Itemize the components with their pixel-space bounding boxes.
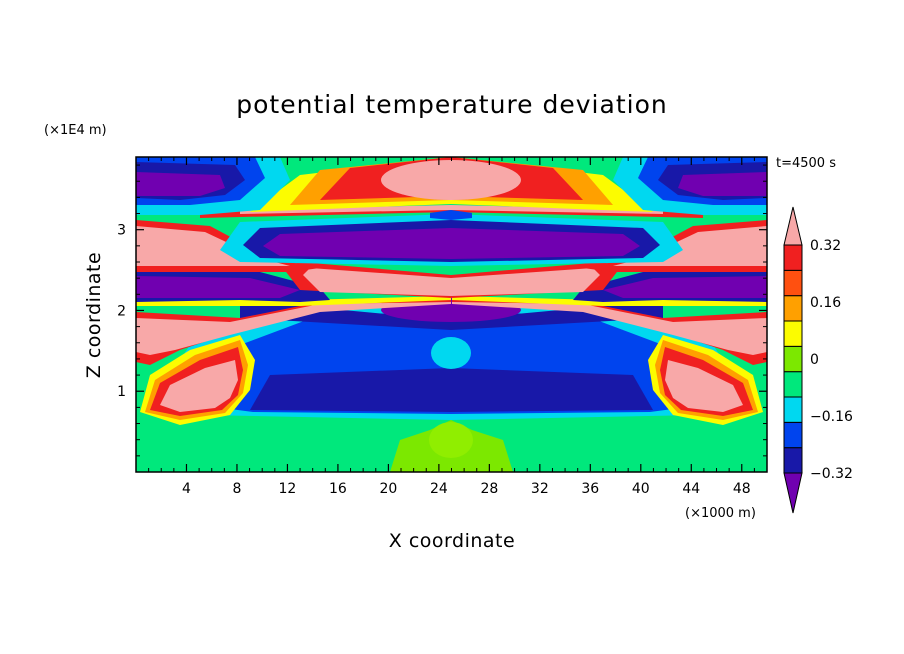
y-axis: 1 2 3 <box>117 164 767 457</box>
chart-title: potential temperature deviation <box>236 90 667 119</box>
y-tick-label: 2 <box>117 303 126 319</box>
colorbar-bottom-triangle <box>783 472 803 514</box>
x-tick-label: 4 <box>182 481 191 497</box>
contour-region-35 <box>263 228 640 259</box>
contour-region-2 <box>429 422 473 458</box>
colorbar-top-triangle <box>783 206 803 246</box>
colorbar-box <box>783 244 803 271</box>
x-tick-label: 40 <box>632 481 650 497</box>
colorbar-box <box>783 421 803 449</box>
colorbar-box <box>783 371 803 398</box>
x-tick-label: 12 <box>279 481 297 497</box>
colorbar: 0.32 0.16 0 −0.16 −0.32 <box>783 206 853 514</box>
x-tick-label: 8 <box>232 481 241 497</box>
contour-region-25 <box>136 276 300 298</box>
x-tick-label: 48 <box>733 481 751 497</box>
contour-region-26 <box>603 276 767 298</box>
colorbar-label: 0 <box>810 352 819 368</box>
x-tick-label: 20 <box>379 481 397 497</box>
contour-region-50 <box>678 172 767 196</box>
y-unit-label: (×1E4 m) <box>44 123 107 138</box>
x-tick-label: 44 <box>682 481 700 497</box>
contour-region-20 <box>452 302 767 355</box>
contour-region-37 <box>240 205 663 214</box>
y-tick-label: 1 <box>117 384 126 400</box>
x-tick-label: 32 <box>531 481 549 497</box>
contour-region-19 <box>136 302 451 355</box>
contour-region-28 <box>303 268 600 296</box>
x-unit-label: (×1000 m) <box>685 506 756 521</box>
colorbar-label: −0.16 <box>810 409 853 425</box>
colorbar-label: −0.32 <box>810 466 853 482</box>
x-axis-title: X coordinate <box>389 530 515 552</box>
colorbar-box <box>783 269 803 297</box>
contour-region-5 <box>250 368 653 412</box>
contour-region-49 <box>136 172 225 196</box>
contour-region-6 <box>431 337 471 369</box>
colorbar-box <box>783 396 803 423</box>
colorbar-box <box>783 320 803 347</box>
colorbar-label: 0.32 <box>810 238 841 254</box>
x-axis: 4 8 12 16 20 24 28 32 36 40 44 48 <box>148 157 755 497</box>
contour-region-16 <box>665 360 743 412</box>
x-tick-label: 28 <box>480 481 498 497</box>
colorbar-label: 0.16 <box>810 295 841 311</box>
colorbar-box <box>783 295 803 322</box>
colorbar-box <box>783 345 803 373</box>
contour-region-41 <box>381 160 521 200</box>
x-tick-label: 24 <box>430 481 448 497</box>
contour-region-7 <box>240 300 663 330</box>
contour-region-51 <box>430 210 472 220</box>
x-tick-label: 36 <box>581 481 599 497</box>
y-axis-title: Z coordinate <box>83 252 105 378</box>
contour-region-15 <box>160 360 238 412</box>
colorbar-box <box>783 447 803 474</box>
time-label: t=4500 s <box>776 156 836 171</box>
contour-field <box>136 157 767 472</box>
x-tick-label: 16 <box>329 481 347 497</box>
y-tick-label: 3 <box>117 223 126 239</box>
